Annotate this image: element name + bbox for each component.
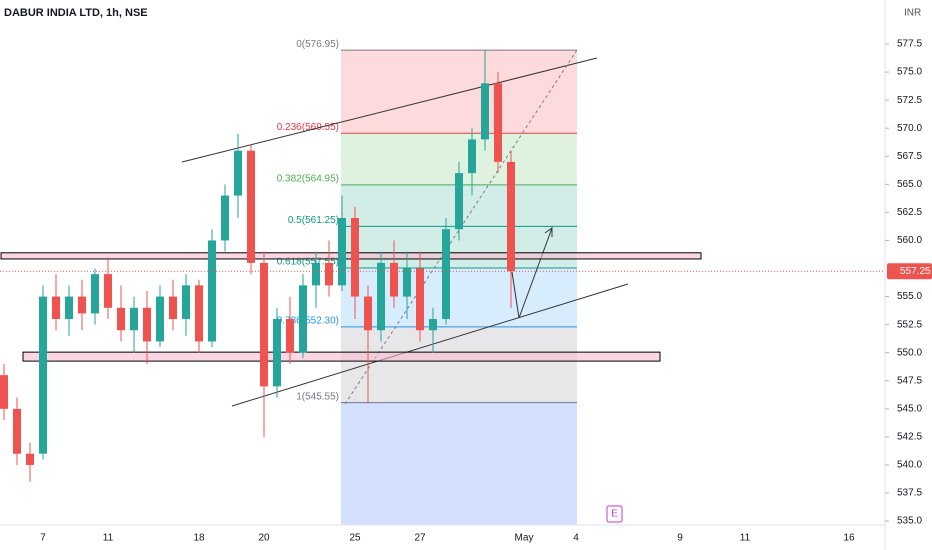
x-tick-label: 9 xyxy=(677,533,683,544)
candle-body xyxy=(494,83,502,162)
fib-level-label: 1(545.55) xyxy=(296,391,339,402)
candle-body xyxy=(143,307,151,342)
x-tick-label: 18 xyxy=(193,533,205,544)
candle-body xyxy=(455,173,463,230)
arrow-head xyxy=(544,227,553,237)
y-tick-label: 555.0 xyxy=(897,291,922,302)
candle-body xyxy=(234,150,242,196)
candle-body xyxy=(286,319,294,353)
candle-body xyxy=(208,240,216,342)
y-tick-label: 575.0 xyxy=(897,67,922,78)
y-tick-label: 552.5 xyxy=(897,319,922,330)
candle-body xyxy=(39,296,47,454)
candle-body xyxy=(468,139,476,174)
candle-body xyxy=(403,268,411,297)
candle-body xyxy=(104,274,112,308)
candle-body xyxy=(195,285,203,342)
earnings-marker[interactable]: E xyxy=(611,509,618,520)
chart-title: DABUR INDIA LTD, 1h, NSE xyxy=(4,7,148,19)
y-tick-label: 562.5 xyxy=(897,207,922,218)
fib-level-label: 0.382(564.95) xyxy=(277,174,339,185)
y-tick-label: 565.0 xyxy=(897,179,922,190)
x-tick-label: 25 xyxy=(349,533,361,544)
candle-body xyxy=(0,375,8,409)
x-tick-label: 11 xyxy=(103,533,114,544)
candle-body xyxy=(117,307,125,331)
candle-body xyxy=(91,274,99,314)
candle-body xyxy=(325,262,333,286)
y-tick-label: 545.0 xyxy=(897,403,922,414)
fib-level-label: 0.236(569.55) xyxy=(277,122,339,133)
candle-body xyxy=(260,262,268,387)
last-price-box xyxy=(887,263,932,280)
candle-body xyxy=(13,408,21,454)
candle-body xyxy=(312,262,320,286)
x-tick-label: May xyxy=(515,533,534,544)
fib-band xyxy=(341,326,577,403)
earnings-marker-box[interactable] xyxy=(606,505,623,523)
candle-body xyxy=(481,83,489,140)
candle-body xyxy=(338,217,346,286)
y-tick-label: 567.5 xyxy=(897,151,922,162)
y-tick-label: 540.0 xyxy=(897,460,922,471)
currency-label: INR xyxy=(904,8,921,19)
y-tick-label: 572.5 xyxy=(897,95,922,106)
candle-body xyxy=(52,296,60,320)
candle-body xyxy=(26,453,34,465)
y-tick-label: 550.0 xyxy=(897,347,922,358)
x-tick-label: 4 xyxy=(573,533,579,544)
candle-body xyxy=(273,319,281,387)
fib-level-label: 0.786(552.30) xyxy=(277,316,339,327)
last-price-label: 557.25 xyxy=(900,266,931,277)
price-zone xyxy=(22,351,661,362)
candle-body xyxy=(130,307,138,331)
x-tick-label: 27 xyxy=(414,533,426,544)
candle-body xyxy=(65,296,73,320)
candle-body xyxy=(221,195,229,241)
fib-band xyxy=(341,50,577,134)
y-tick-label: 537.5 xyxy=(897,488,922,499)
trend-line xyxy=(181,57,598,163)
fib-level-label: 0.618(557.55) xyxy=(277,257,339,268)
candle-body xyxy=(169,296,177,320)
x-tick-label: 16 xyxy=(843,533,855,544)
fib-level-label: 0.5(561.25) xyxy=(288,215,339,226)
candle-body xyxy=(247,150,255,263)
x-tick-label: 20 xyxy=(258,533,270,544)
x-tick-label: 7 xyxy=(40,533,46,544)
y-tick-label: 560.0 xyxy=(897,235,922,246)
fib-extension-band xyxy=(341,402,577,525)
candle-body xyxy=(299,285,307,353)
trend-line xyxy=(231,283,629,407)
fib-level-label: 0(576.95) xyxy=(296,39,339,50)
y-tick-label: 542.5 xyxy=(897,432,922,443)
candle-body xyxy=(416,268,424,331)
candle-body xyxy=(390,262,398,297)
candle-body xyxy=(182,285,190,320)
candle-body xyxy=(351,217,359,297)
candle-body xyxy=(156,296,164,342)
x-tick-label: 11 xyxy=(740,533,751,544)
candle-body xyxy=(507,161,515,272)
candle-body xyxy=(364,296,372,331)
y-tick-label: 577.5 xyxy=(897,39,922,50)
candle-body xyxy=(442,229,450,320)
fib-band xyxy=(341,267,577,327)
candle-body xyxy=(429,319,437,331)
y-tick-label: 535.0 xyxy=(897,516,922,527)
y-tick-label: 547.5 xyxy=(897,375,922,386)
candle-body xyxy=(78,296,86,314)
candle-body xyxy=(377,262,385,331)
y-tick-label: 570.0 xyxy=(897,123,922,134)
